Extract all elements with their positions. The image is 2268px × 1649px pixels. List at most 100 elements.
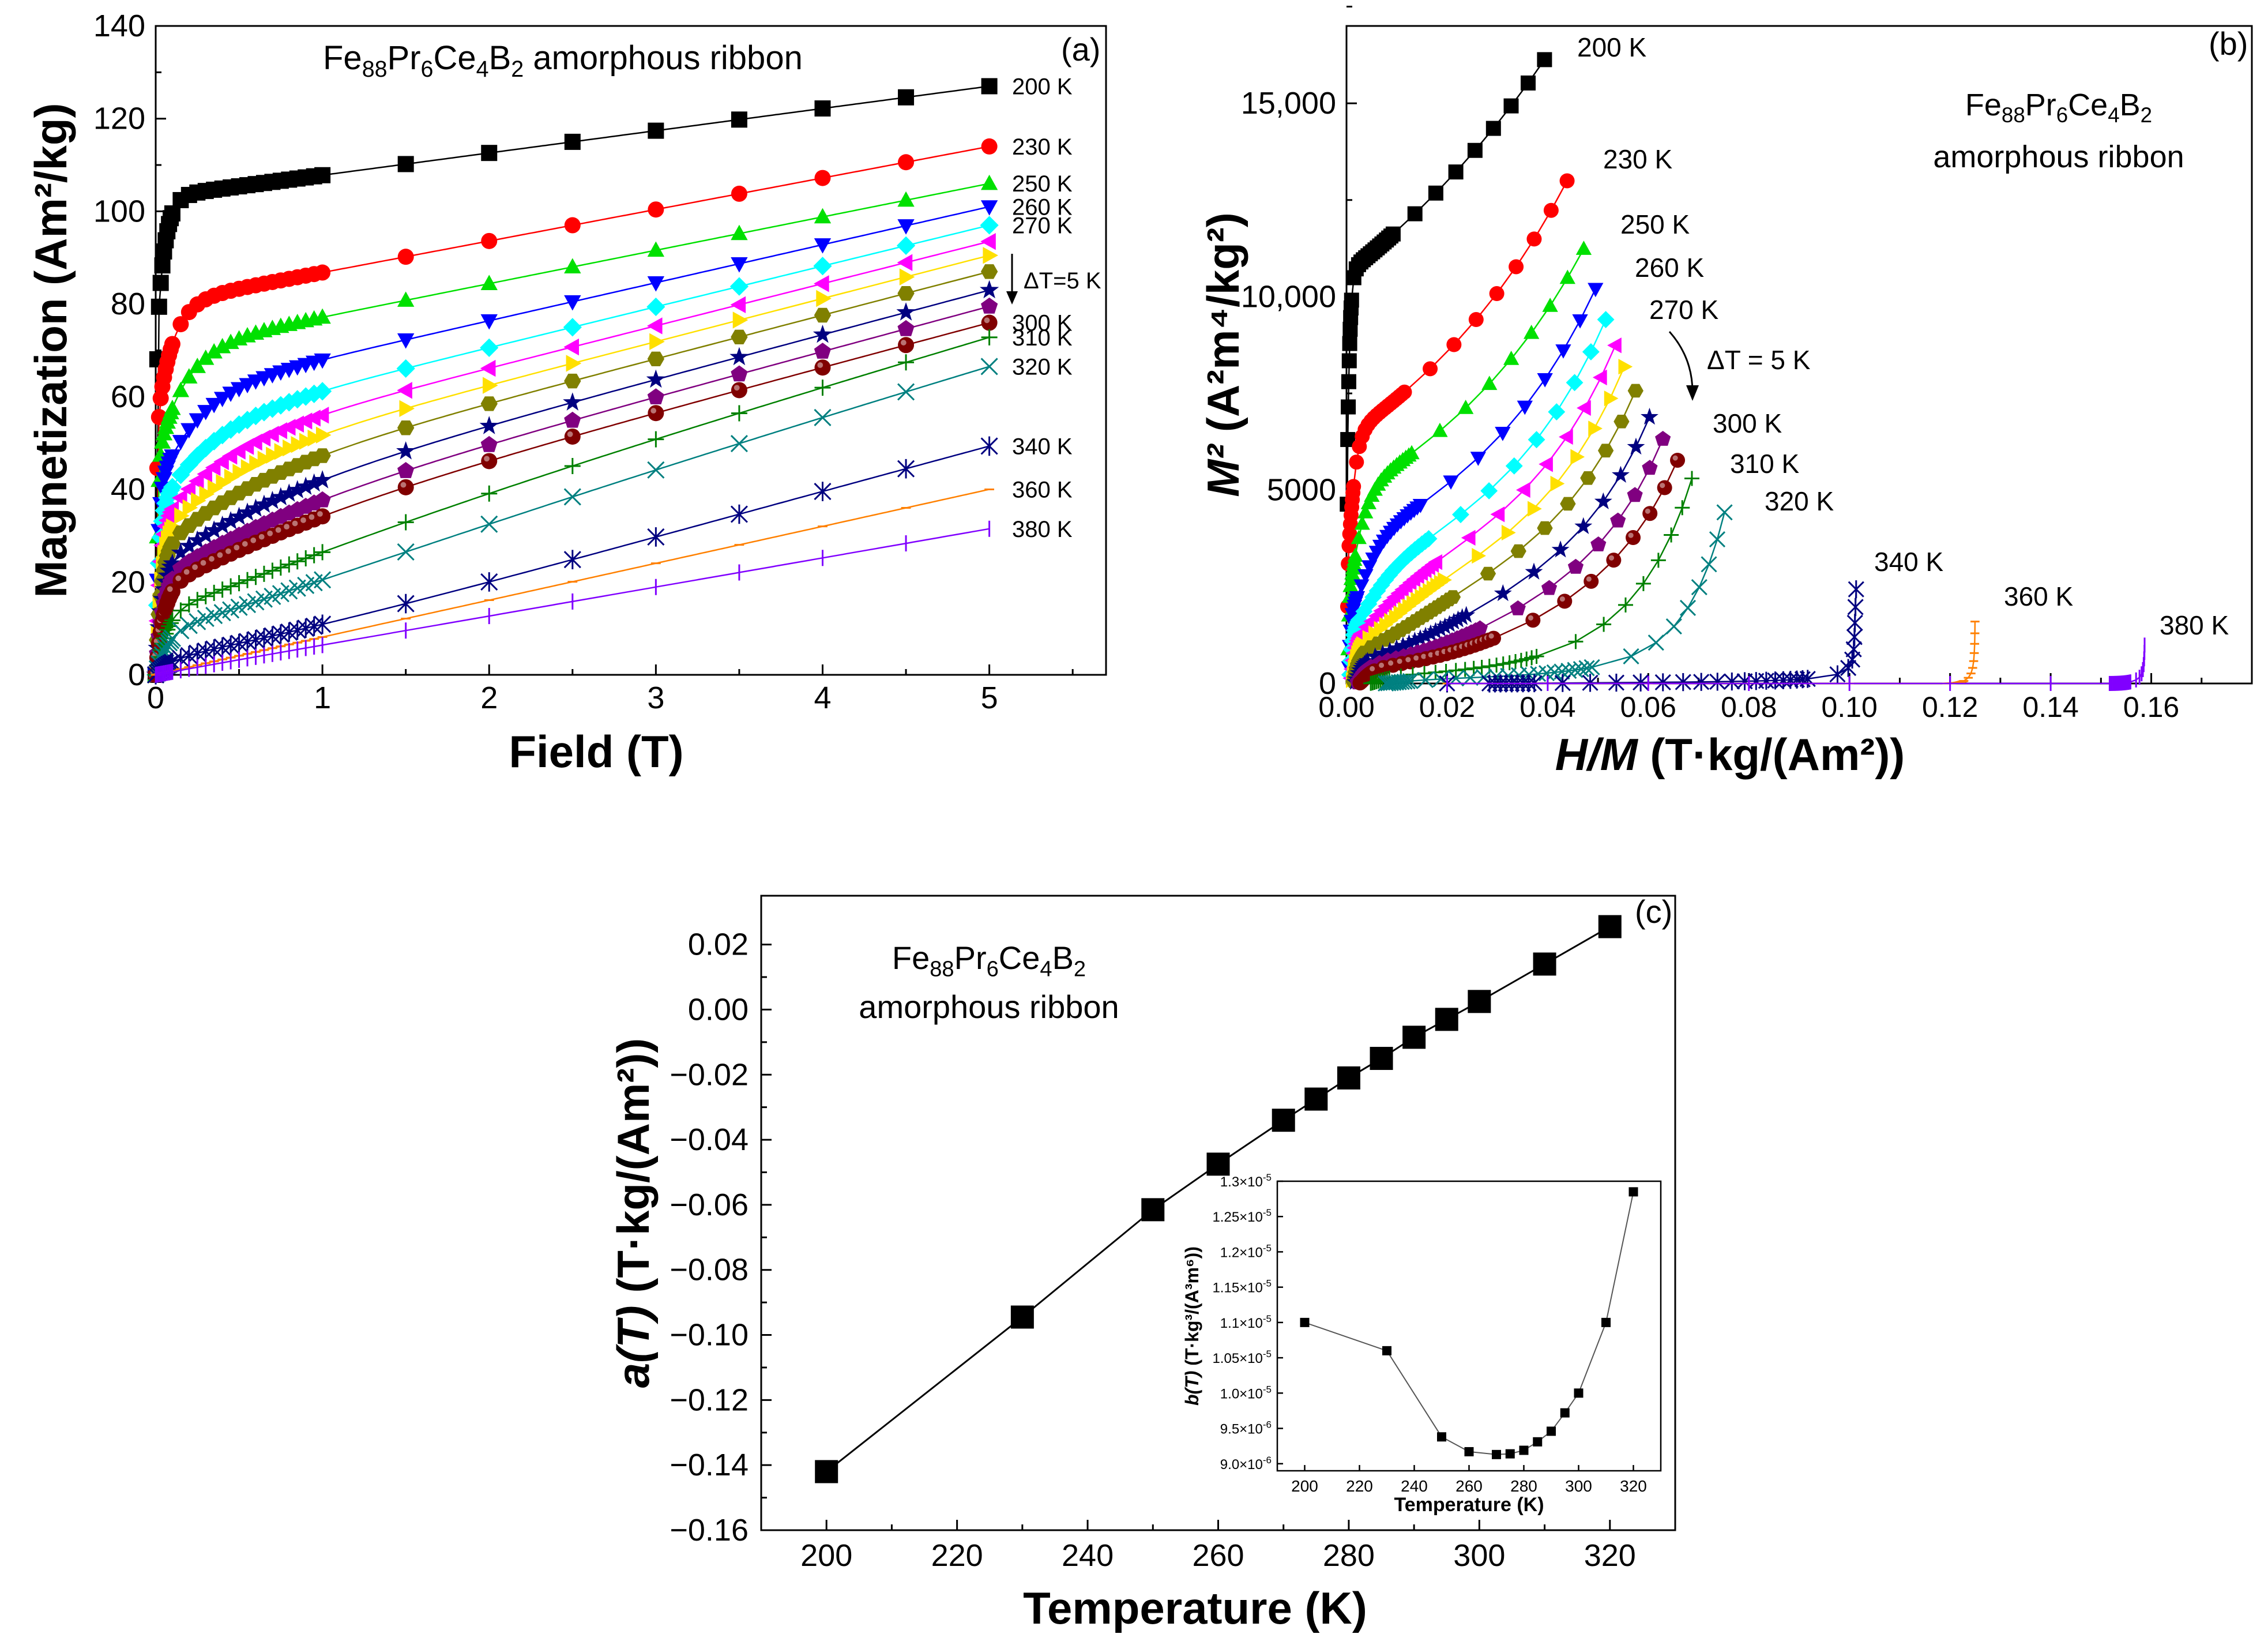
data-point	[1618, 597, 1633, 613]
data-point-highlight	[217, 552, 223, 558]
data-point	[981, 329, 998, 345]
data-point	[1684, 471, 1699, 486]
inset-data-point	[1382, 1346, 1391, 1355]
data-point	[814, 307, 832, 323]
series-label: 250 K	[1012, 171, 1073, 197]
data-point	[179, 455, 198, 474]
data-point	[647, 241, 665, 257]
data-point	[1691, 579, 1707, 596]
data-point	[281, 556, 298, 573]
data-point	[480, 396, 498, 411]
data-point	[480, 359, 496, 377]
data-point	[1443, 475, 1459, 490]
data-point	[206, 584, 223, 601]
data-point	[1847, 598, 1864, 616]
panel-b-annotation-line2: amorphous ribbon	[1933, 140, 2184, 174]
inset-data-point	[1437, 1432, 1446, 1442]
x-tick-label: 1	[314, 681, 331, 715]
data-point	[1608, 673, 1624, 692]
data-point	[313, 382, 332, 401]
inset-data-point	[1519, 1445, 1529, 1455]
data-point	[1665, 618, 1682, 635]
data-point	[1641, 407, 1658, 425]
data-point	[564, 428, 581, 445]
series-label: 200 K	[1577, 32, 1647, 62]
inset-y-tick-label: 9.0×10-6	[1220, 1455, 1272, 1473]
data-point	[159, 621, 176, 638]
data-point	[483, 377, 498, 394]
data-point	[152, 275, 169, 291]
panel-c-annotation: Fe88​Pr6​Ce4​B2​	[892, 940, 1086, 981]
data-point	[1503, 98, 1519, 114]
series-label: 360 K	[2004, 581, 2074, 611]
data-point	[171, 542, 191, 561]
data-point	[229, 506, 249, 525]
data-point	[731, 111, 747, 128]
data-point	[397, 420, 415, 435]
data-point	[1385, 226, 1401, 242]
data-point	[397, 479, 414, 495]
data-point	[897, 320, 915, 336]
data-point	[814, 482, 832, 501]
data-point	[164, 399, 181, 415]
data-point	[1588, 420, 1603, 437]
data-point	[981, 314, 998, 331]
data-point	[1657, 480, 1672, 495]
data-point	[814, 380, 831, 396]
data-point-highlight	[275, 527, 281, 533]
data-point	[314, 167, 331, 183]
data-point	[1468, 990, 1491, 1013]
data-point	[1452, 506, 1469, 524]
series-380-K: 380 K	[155, 517, 1073, 683]
data-point	[213, 515, 232, 534]
data-point	[564, 258, 581, 274]
data-point-highlight	[1645, 508, 1650, 514]
data-point-highlight	[183, 569, 190, 575]
inset-data-point	[1492, 1449, 1501, 1459]
series-label: 300 K	[1713, 408, 1782, 438]
data-point	[153, 433, 171, 449]
x-tick-label: 0.12	[1922, 691, 1978, 723]
y-tick-label: −0.16	[670, 1513, 749, 1547]
series-label: 300 K	[1012, 311, 1073, 336]
data-point	[1510, 600, 1526, 615]
series-label: 260 K	[1635, 253, 1705, 283]
data-point	[1528, 501, 1542, 517]
data-point	[397, 594, 415, 614]
data-point	[897, 254, 913, 271]
series-label: 380 K	[1012, 517, 1073, 542]
data-point	[1457, 606, 1476, 623]
data-point	[240, 459, 257, 476]
data-point	[396, 359, 415, 378]
data-point	[980, 200, 998, 216]
data-point	[280, 393, 299, 412]
data-point	[647, 388, 665, 405]
data-point-highlight	[484, 456, 490, 462]
inset-data-point	[1560, 1408, 1570, 1418]
data-point	[564, 217, 581, 234]
data-point-highlight	[900, 340, 907, 345]
x-tick-label: 0.02	[1419, 691, 1475, 723]
data-point	[1372, 576, 1390, 594]
data-point	[1449, 610, 1467, 628]
data-point	[299, 433, 315, 450]
data-point	[1568, 634, 1584, 649]
data-point	[730, 296, 746, 314]
data-point	[647, 276, 665, 292]
data-point-highlight	[400, 482, 407, 488]
y-tick-label: −0.08	[670, 1253, 749, 1287]
data-point	[307, 429, 324, 447]
data-point	[981, 138, 998, 155]
data-point	[816, 290, 832, 307]
data-point	[1428, 554, 1443, 570]
data-point-highlight	[234, 544, 240, 551]
inset-y-tick-label: 1.2×10-5	[1220, 1242, 1272, 1260]
y-tick-label: 20	[111, 565, 145, 599]
data-point-highlight	[1608, 555, 1615, 561]
inset-x-tick-label: 240	[1401, 1477, 1428, 1495]
data-point	[1574, 517, 1593, 535]
data-point	[1594, 492, 1612, 509]
data-point	[296, 476, 315, 495]
data-point	[481, 232, 498, 249]
data-point	[314, 508, 331, 525]
